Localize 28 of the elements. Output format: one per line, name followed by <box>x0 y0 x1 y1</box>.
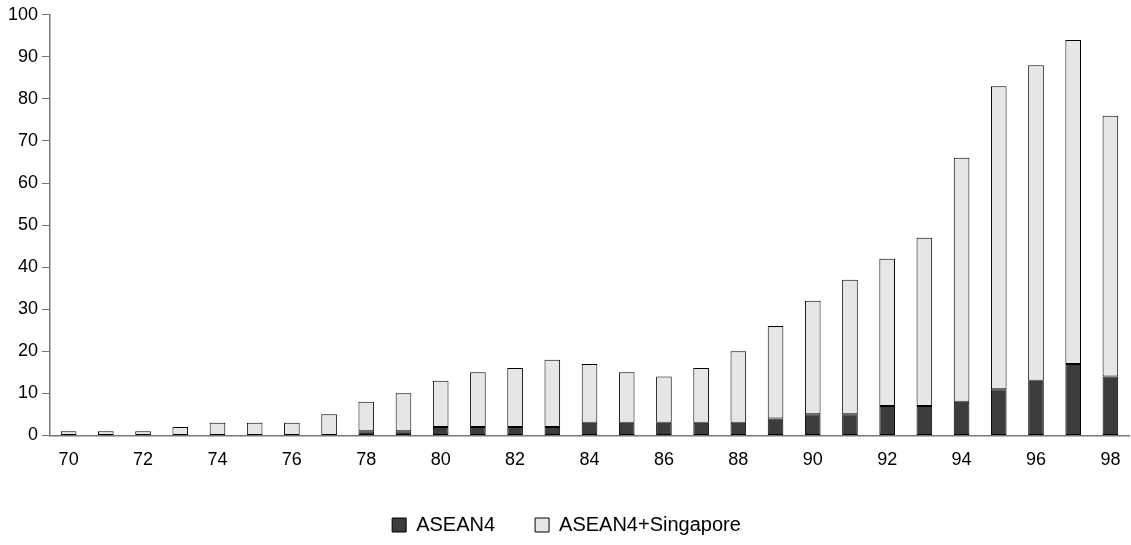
y-tick-label: 100 <box>7 3 39 24</box>
x-tick-label: 80 <box>430 449 451 470</box>
y-tick-label: 50 <box>18 214 39 235</box>
x-tick-label: 84 <box>579 449 600 470</box>
x-tick-label: 92 <box>877 449 898 470</box>
x-tick-label: 70 <box>58 449 79 470</box>
y-tick-label: 30 <box>18 298 39 319</box>
x-tick-label: 74 <box>207 449 228 470</box>
y-tick-label: 20 <box>18 340 39 361</box>
x-tick-label: 96 <box>1025 449 1046 470</box>
x-tick-label: 78 <box>356 449 377 470</box>
legend-label: ASEAN4+Singapore <box>559 512 741 535</box>
x-tick-label: 86 <box>653 449 674 470</box>
y-tick-label: 60 <box>18 172 39 193</box>
x-tick-label: 98 <box>1100 449 1121 470</box>
y-tick-label: 10 <box>18 382 39 403</box>
x-tick-label: 88 <box>728 449 749 470</box>
x-tick-label: 90 <box>802 449 823 470</box>
y-tick-label: 90 <box>18 45 39 66</box>
x-tick-label: 72 <box>133 449 154 470</box>
y-tick-label: 40 <box>18 256 39 277</box>
x-tick-label: 94 <box>951 449 972 470</box>
y-tick-label: 80 <box>18 87 39 108</box>
y-tick-label: 70 <box>18 129 39 150</box>
x-tick-label: 76 <box>281 449 302 470</box>
legend-label: ASEAN4 <box>416 512 496 535</box>
x-tick-label: 82 <box>505 449 526 470</box>
y-tick-label: 0 <box>28 424 39 445</box>
